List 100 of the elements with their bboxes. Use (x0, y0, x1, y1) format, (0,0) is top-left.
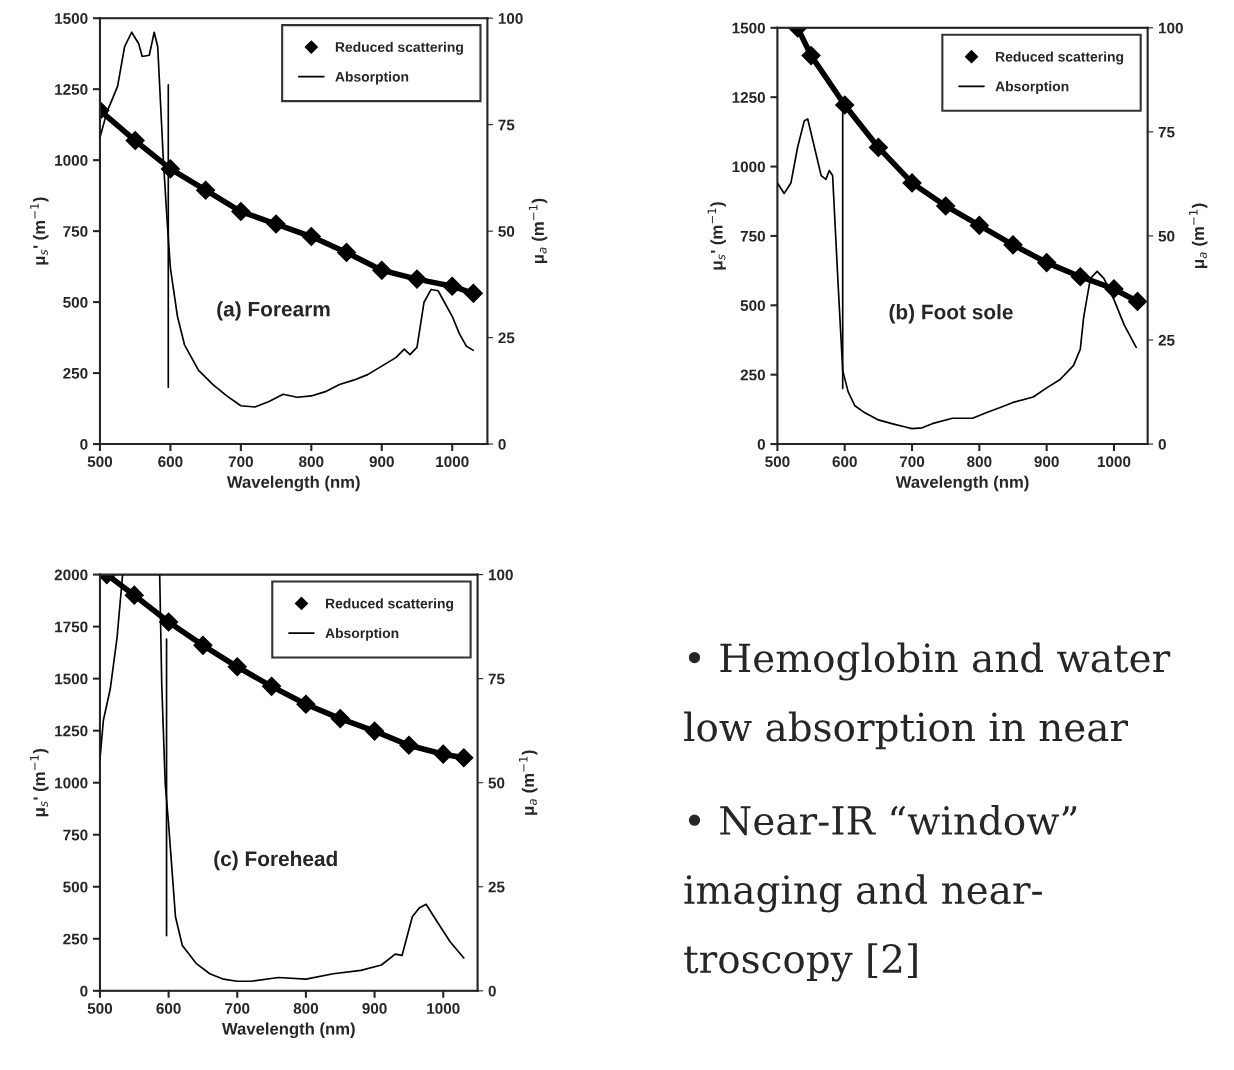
x-tick-label: 700 (228, 456, 253, 468)
point (902, 173, 922, 193)
y2-tick-label: 75 (1158, 126, 1175, 138)
y-tick-label: 1250 (732, 92, 765, 103)
y2-tick-label: 50 (488, 777, 505, 789)
point (936, 196, 956, 216)
y-tick-label: 750 (740, 230, 765, 242)
y-tick-label: 250 (63, 367, 88, 379)
x-tick-label: 900 (1034, 456, 1059, 468)
point (301, 226, 321, 247)
point (296, 694, 316, 714)
y-tick-label: 0 (757, 438, 765, 450)
x-tick-label: 700 (899, 456, 925, 468)
annotation: (a) Forearm (217, 301, 330, 321)
y-tick-label: 1750 (55, 621, 88, 633)
y-tick-label: 0 (80, 438, 88, 450)
point (442, 276, 462, 296)
point (454, 748, 474, 768)
y2-tick-label: 25 (488, 881, 505, 893)
y-tick-label: 500 (63, 881, 88, 893)
point (227, 657, 247, 677)
point (262, 676, 282, 696)
point (969, 215, 989, 235)
x-tick-label: 900 (369, 456, 394, 468)
point (1070, 267, 1090, 287)
point (835, 95, 855, 115)
x-tick-label: 1000 (427, 1003, 460, 1014)
point (801, 46, 821, 66)
point (407, 269, 427, 289)
y2-tick-label: 100 (498, 13, 523, 24)
y-tick-label: 1000 (55, 777, 88, 789)
y-tick-label: 0 (80, 985, 88, 997)
point (433, 744, 453, 764)
y2-tick-label: 0 (1158, 438, 1166, 450)
y-axis-title: μ$_{s}$' (m$^{−1}$) (30, 748, 49, 817)
legend-label: Absorption (325, 627, 399, 641)
annotation: (b) Foot sole (889, 304, 1013, 324)
text: low absorption in near (684, 711, 1129, 750)
point (193, 635, 213, 655)
x-tick-label: 600 (832, 456, 857, 468)
y-tick-label: 1250 (55, 725, 88, 737)
point (1127, 291, 1148, 311)
legend-label: Reduced scattering (335, 41, 463, 55)
text: • Hemoglobin and water (688, 642, 1171, 681)
point (330, 709, 350, 729)
y-tick-label: 2000 (54, 569, 88, 581)
x-axis-title: Wavelength (nm) (221, 1022, 355, 1039)
x-tick-label: 500 (765, 456, 790, 468)
point (159, 612, 179, 632)
y2-axis-title: μ$_{a}$ (m$^{−1}$) (519, 750, 538, 815)
x-tick-label: 500 (87, 1003, 113, 1014)
y-tick-label: 250 (63, 933, 88, 945)
point (266, 214, 286, 234)
x-tick-label: 900 (362, 1003, 387, 1014)
point (231, 201, 251, 222)
y-tick-label: 1500 (55, 13, 88, 24)
point (125, 131, 145, 151)
y2-axis-title: μ$_{a}$ (m$^{−1}$) (528, 198, 548, 264)
y-tick-label: 500 (63, 296, 88, 308)
point (1003, 235, 1023, 255)
x-tick-label: 1000 (436, 456, 469, 468)
y-tick-label: 1250 (55, 84, 88, 95)
y2-axis-title: μ$_{a}$ (m$^{−1}$) (1189, 203, 1208, 268)
annotation: (c) Forehead (214, 850, 337, 871)
point (868, 137, 888, 157)
point (336, 242, 357, 262)
point (365, 721, 385, 741)
y2-tick-label: 100 (488, 569, 513, 581)
legend-label: Absorption (335, 71, 409, 85)
y2-tick-label: 75 (498, 119, 515, 131)
x-tick-label: 800 (293, 1003, 319, 1014)
legend-label: Reduced scattering (996, 51, 1124, 65)
x-tick-label: 600 (156, 1003, 181, 1014)
legend-label: Reduced scattering (325, 598, 454, 612)
x-tick-label: 800 (299, 456, 324, 468)
y-axis-title: μ$_{s}$' (m$^{−1}$) (707, 202, 726, 270)
line-series (99, 31, 475, 408)
x-tick-label: 700 (225, 1003, 250, 1014)
x-tick-label: 1000 (1097, 456, 1131, 468)
x-tick-label: 600 (158, 456, 183, 468)
x-axis-title: Wavelength (nm) (895, 475, 1029, 492)
point (124, 585, 144, 605)
y-axis-title: μ$_{s}$' (m$^{−1}$) (30, 197, 49, 265)
y2-tick-label: 75 (488, 673, 505, 685)
point (463, 283, 483, 303)
text: troscopy [2] (684, 943, 917, 982)
y2-tick-label: 0 (488, 985, 496, 997)
point (1037, 253, 1057, 273)
y-tick-label: 1500 (55, 673, 88, 685)
text: imaging and near- (684, 874, 1042, 913)
y-tick-label: 1000 (732, 161, 765, 173)
y2-tick-label: 25 (1158, 334, 1175, 346)
y2-tick-label: 50 (498, 225, 515, 237)
y-tick-label: 1500 (732, 22, 765, 34)
y-tick-label: 750 (63, 829, 88, 841)
y-tick-label: 750 (63, 225, 88, 237)
y2-tick-label: 100 (1159, 22, 1183, 34)
y2-tick-label: 25 (498, 332, 515, 344)
point (196, 180, 216, 200)
legend-label: Absorption (995, 81, 1069, 95)
